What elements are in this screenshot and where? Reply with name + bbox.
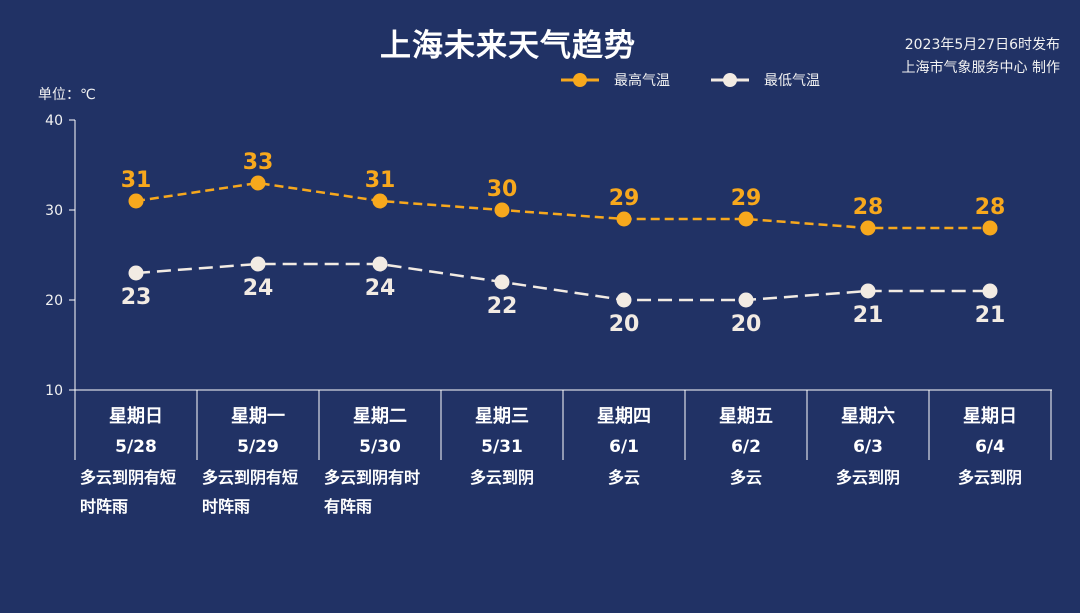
weather-description: 多云到阴有短时阵雨	[202, 468, 299, 516]
weather-description: 多云到阴	[469, 468, 534, 487]
high-temp-point	[128, 193, 144, 209]
high-temp-label: 28	[853, 195, 884, 220]
date-label: 6/2	[731, 437, 761, 457]
day-of-week-label: 星期三	[475, 406, 529, 427]
high-temp-label: 28	[975, 195, 1006, 220]
low-temp-label: 20	[609, 312, 640, 337]
date-label: 6/3	[853, 437, 883, 457]
low-temp-label: 21	[853, 303, 884, 328]
high-temp-point	[616, 211, 632, 227]
date-label: 6/1	[609, 437, 639, 457]
day-of-week-label: 星期五	[719, 406, 773, 427]
low-temp-point	[250, 256, 266, 272]
day-of-week-label: 星期六	[841, 405, 895, 427]
date-label: 6/4	[975, 437, 1005, 457]
high-temp-point	[372, 193, 388, 209]
low-temp-label: 21	[975, 303, 1006, 328]
weather-description: 多云	[729, 468, 762, 487]
day-of-week-label: 星期四	[597, 406, 651, 427]
producer: 上海市气象服务中心 制作	[901, 60, 1060, 76]
high-temp-point	[494, 202, 510, 218]
low-temp-label: 24	[365, 276, 396, 301]
legend-high-marker	[561, 73, 599, 87]
date-label: 5/30	[359, 437, 401, 457]
weather-description: 多云到阴有短时阵雨	[80, 468, 177, 516]
high-temp-label: 31	[121, 168, 152, 193]
low-temp-point	[982, 283, 998, 299]
legend-item-high: 最高气温	[560, 70, 670, 90]
day-of-week-label: 星期日	[109, 406, 163, 427]
day-of-week-label: 星期二	[353, 406, 407, 427]
day-of-week-label: 星期一	[231, 406, 285, 427]
publish-time: 2023年5月27日6时发布	[904, 37, 1060, 53]
chart-title: 上海未来天气趋势	[380, 28, 636, 64]
low-temp-point	[616, 292, 632, 308]
legend-high-label: 最高气温	[614, 73, 670, 89]
high-temp-label: 30	[487, 177, 518, 202]
high-temp-point	[738, 211, 754, 227]
legend-low-label: 最低气温	[764, 73, 820, 89]
weather-description: 多云到阴	[835, 468, 900, 487]
low-temp-point	[738, 292, 754, 308]
low-temp-point	[372, 256, 388, 272]
date-label: 5/29	[237, 437, 279, 457]
high-temp-label: 29	[609, 186, 640, 211]
y-tick-label: 20	[45, 293, 63, 309]
high-temp-point	[982, 220, 998, 236]
high-temp-line	[135, 181, 990, 230]
weather-description: 多云到阴有时有阵雨	[324, 468, 421, 516]
low-temp-label: 24	[243, 276, 274, 301]
legend-item-low: 最低气温	[710, 70, 820, 90]
low-temp-point	[494, 274, 510, 290]
y-tick-label: 10	[45, 383, 63, 399]
y-tick-label: 40	[45, 113, 63, 129]
publish-info: 2023年5月27日6时发布 上海市气象服务中心 制作	[902, 34, 1060, 80]
date-label: 5/28	[115, 437, 157, 457]
date-label: 5/31	[481, 437, 523, 457]
weather-description: 多云到阴	[957, 468, 1022, 487]
low-temp-label: 20	[731, 312, 762, 337]
low-temp-point	[128, 265, 144, 281]
legend-low-marker	[711, 73, 749, 87]
unit-label: 单位：℃	[38, 87, 96, 103]
low-temp-label: 23	[121, 285, 152, 310]
day-of-week-label: 星期日	[963, 406, 1017, 427]
low-temp-line	[135, 262, 990, 302]
high-temp-label: 29	[731, 186, 762, 211]
high-temp-point	[860, 220, 876, 236]
weather-description: 多云	[607, 468, 640, 487]
high-temp-label: 33	[243, 150, 274, 175]
high-temp-label: 31	[365, 168, 396, 193]
low-temp-point	[860, 283, 876, 299]
y-tick-label: 30	[45, 203, 63, 219]
low-temp-label: 22	[487, 294, 518, 319]
high-temp-point	[250, 175, 266, 191]
